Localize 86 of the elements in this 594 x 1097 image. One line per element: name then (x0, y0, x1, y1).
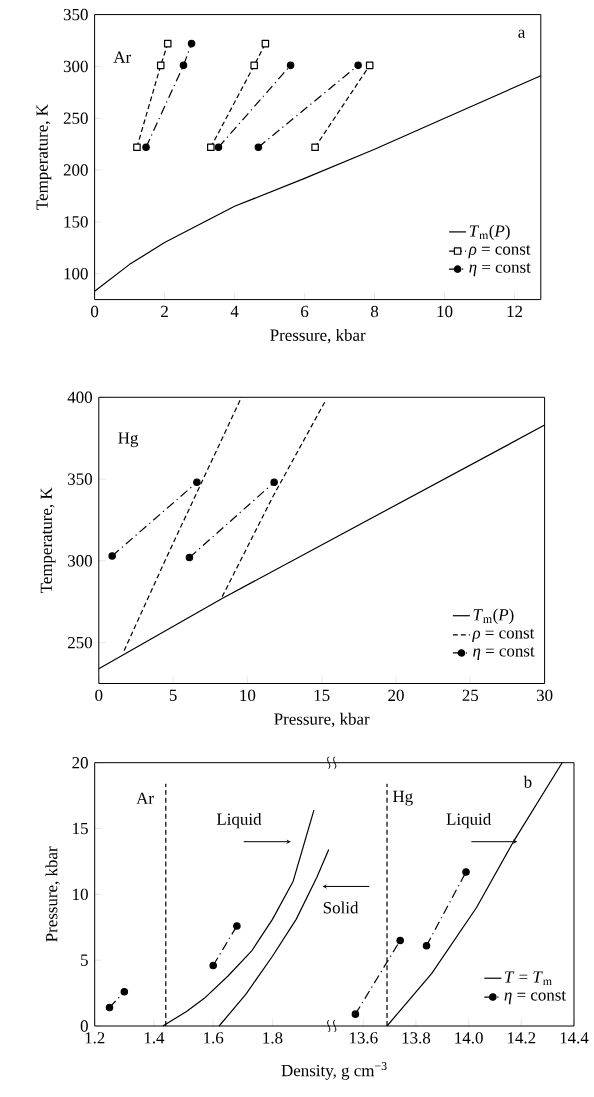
point (156, 61, 165, 70)
point (163, 39, 172, 48)
point (179, 61, 188, 70)
annotation: b (523, 775, 532, 788)
x-tick-label: 4 (230, 305, 239, 317)
y-tick-label: 300 (68, 555, 93, 567)
annotation: Ar (136, 792, 154, 804)
annotation: Hg (118, 432, 139, 448)
y-tick-label: 0 (80, 1020, 88, 1032)
x-tick-label: 14.2 (507, 1032, 536, 1044)
annotation: Hg (392, 790, 413, 806)
point (462, 868, 470, 876)
point (351, 1010, 360, 1018)
point (365, 61, 374, 70)
x-tick-label: 14.0 (455, 1032, 483, 1044)
point (105, 1003, 114, 1012)
x-tick-label: 5 (169, 689, 177, 701)
y-tick-label: 400 (67, 391, 93, 404)
point (108, 552, 116, 560)
x-tick-label: 15 (314, 689, 330, 701)
y-tick-label: 350 (68, 473, 93, 485)
point (207, 143, 215, 152)
annotation: a (518, 29, 526, 38)
y-tick-label: 150 (64, 216, 88, 228)
point (270, 478, 278, 487)
y-axis-title: Temperature, K (36, 104, 52, 210)
x-tick-label: 10 (437, 305, 453, 318)
legend-label: η = const (469, 263, 531, 277)
x-tick-label: 8 (370, 305, 379, 318)
x-axis-title: Density, g cm$^{−3}$ (281, 1062, 387, 1080)
annotation: Solid (323, 901, 359, 914)
y-tick-label: 350 (63, 8, 88, 21)
legend-label: η = const (473, 646, 535, 661)
point (422, 941, 431, 950)
point (142, 143, 150, 152)
x-axis-title: Pressure, kbar (270, 328, 366, 344)
point (286, 61, 295, 70)
x-tick-label: 6 (301, 305, 309, 318)
x-tick-label: 14.4 (560, 1032, 589, 1044)
legend-label: T$_{m}$(P) (473, 608, 514, 624)
x-tick-label: 30 (536, 689, 553, 702)
x-axis-title: Pressure, kbar (274, 712, 370, 728)
x-tick-label: 1.4 (144, 1032, 165, 1044)
y-tick-label: 15 (73, 822, 88, 835)
x-tick-label: 0 (95, 689, 103, 702)
y-tick-label: 200 (63, 164, 88, 176)
point (185, 553, 194, 562)
y-tick-label: 300 (63, 60, 88, 73)
y-tick-label: 10 (73, 888, 88, 901)
x-tick-label: 1.8 (263, 1032, 283, 1044)
point (187, 39, 196, 48)
y-axis-title: Pressure, kbar (45, 846, 60, 942)
point (311, 143, 319, 152)
y-axis-title: Temperature, K (40, 487, 56, 594)
point (214, 143, 223, 152)
y-tick-label: 100 (64, 267, 88, 280)
y-tick-label: 250 (63, 112, 88, 124)
x-tick-label: 1.2 (85, 1032, 105, 1044)
point (396, 936, 404, 945)
x-tick-label: 2 (161, 305, 168, 317)
y-tick-label: 5 (81, 954, 88, 966)
y-tick-label: 250 (68, 636, 93, 649)
x-tick-label: 13.6 (349, 1032, 378, 1044)
point (250, 61, 258, 70)
legend-label: T$_{m}$(P) (469, 224, 510, 241)
legend-label: η = const (504, 991, 566, 1005)
point (209, 961, 217, 970)
point (133, 143, 141, 152)
legend-label: T = T$_{m}$ (505, 971, 552, 986)
annotation: Liquid (446, 812, 492, 829)
legend-label: ρ = const (472, 628, 535, 642)
legend-label: ρ = const (468, 245, 531, 259)
point (233, 922, 241, 930)
point (193, 478, 201, 487)
x-tick-label: 13.8 (402, 1032, 431, 1044)
x-tick-label: 20 (388, 689, 404, 702)
x-tick-label: 10 (240, 689, 256, 702)
point (120, 987, 129, 996)
point (354, 61, 362, 70)
x-tick-label: 12 (507, 305, 523, 317)
y-tick-label: 20 (72, 756, 88, 769)
point (254, 143, 263, 152)
x-tick-label: 1.6 (204, 1032, 224, 1044)
annotation: Liquid (216, 812, 262, 829)
x-tick-label: 25 (462, 689, 479, 702)
annotation: Ar (113, 51, 132, 63)
